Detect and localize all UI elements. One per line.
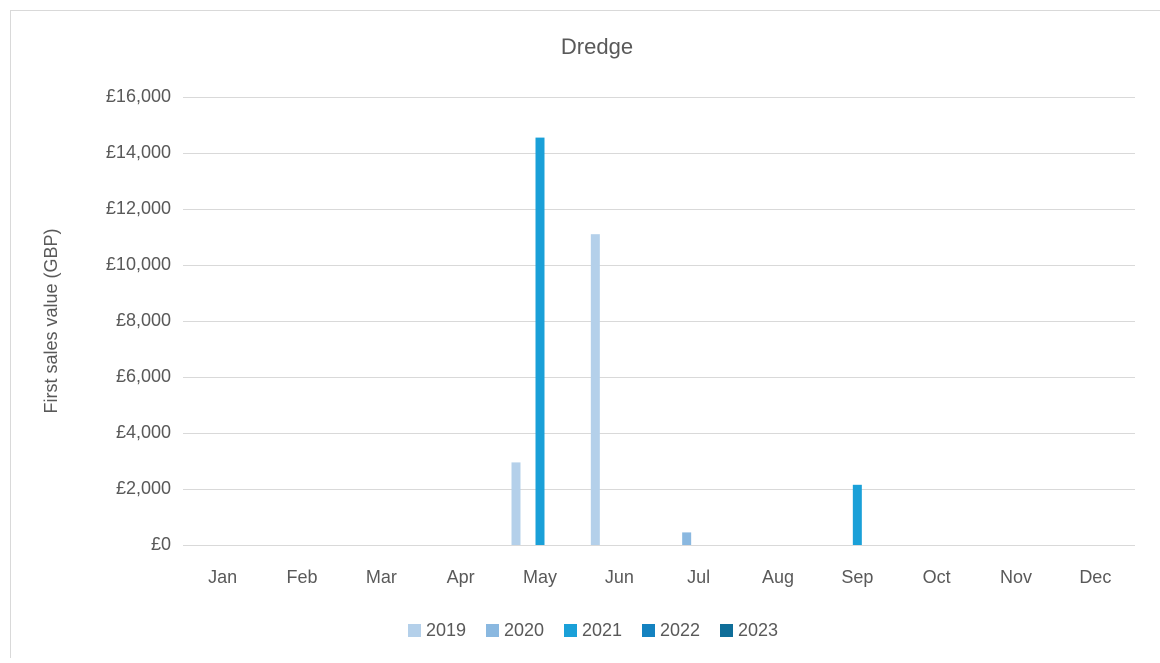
legend-label: 2020 — [504, 620, 544, 640]
legend-swatch — [486, 624, 499, 637]
x-tick-label: Apr — [447, 567, 475, 587]
y-tick-label: £0 — [151, 534, 171, 554]
legend-swatch — [642, 624, 655, 637]
y-tick-label: £6,000 — [116, 366, 171, 386]
x-tick-label: Nov — [1000, 567, 1032, 587]
x-tick-label: Mar — [366, 567, 397, 587]
bar — [682, 532, 691, 545]
bar — [512, 462, 521, 545]
y-tick-label: £14,000 — [106, 142, 171, 162]
chart-frame — [11, 11, 1160, 659]
y-tick-label: £2,000 — [116, 478, 171, 498]
y-tick-label: £12,000 — [106, 198, 171, 218]
legend-label: 2022 — [660, 620, 700, 640]
bar — [853, 485, 862, 545]
y-tick-label: £10,000 — [106, 254, 171, 274]
legend-label: 2023 — [738, 620, 778, 640]
legend-swatch — [408, 624, 421, 637]
y-tick-label: £8,000 — [116, 310, 171, 330]
bar — [536, 138, 545, 545]
legend-swatch — [564, 624, 577, 637]
x-tick-label: Feb — [286, 567, 317, 587]
x-tick-label: Sep — [841, 567, 873, 587]
y-tick-label: £4,000 — [116, 422, 171, 442]
x-tick-label: Jun — [605, 567, 634, 587]
chart-title: Dredge — [561, 34, 633, 59]
bar — [591, 234, 600, 545]
x-tick-label: May — [523, 567, 557, 587]
x-tick-label: Jan — [208, 567, 237, 587]
legend-label: 2019 — [426, 620, 466, 640]
legend-label: 2021 — [582, 620, 622, 640]
y-axis-label: First sales value (GBP) — [41, 228, 61, 413]
y-tick-label: £16,000 — [106, 86, 171, 106]
legend-swatch — [720, 624, 733, 637]
x-tick-label: Oct — [923, 567, 951, 587]
x-tick-label: Dec — [1079, 567, 1111, 587]
x-tick-label: Aug — [762, 567, 794, 587]
x-tick-label: Jul — [687, 567, 710, 587]
